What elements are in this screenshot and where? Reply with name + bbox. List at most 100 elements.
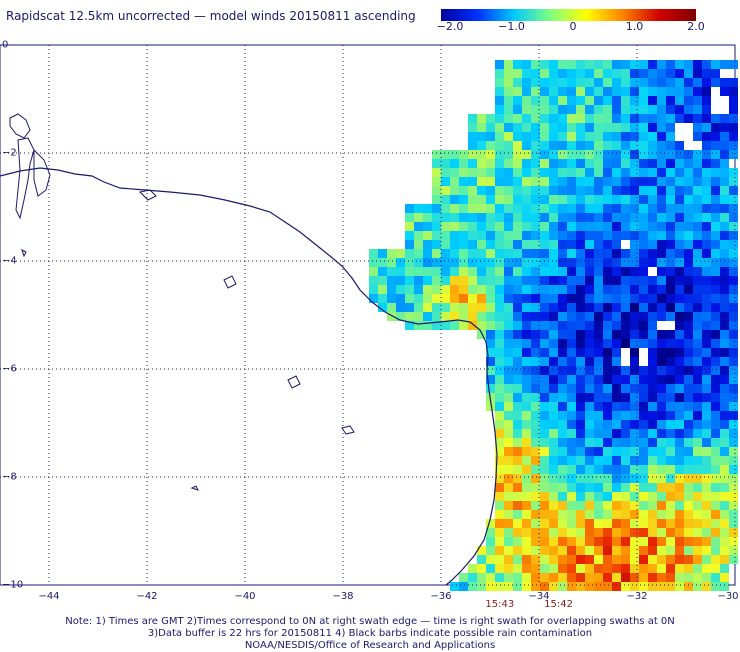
- wind-cell: [540, 447, 549, 456]
- wind-cell: [585, 411, 594, 420]
- wind-cell: [513, 555, 522, 564]
- wind-cell: [567, 258, 576, 267]
- wind-cell: [549, 537, 558, 546]
- wind-cell: [513, 303, 522, 312]
- wind-cell: [594, 240, 603, 249]
- wind-cell: [657, 240, 666, 249]
- wind-cell: [621, 150, 630, 159]
- wind-cell: [630, 303, 639, 312]
- wind-cell: [621, 393, 630, 402]
- wind-cell: [549, 393, 558, 402]
- wind-cell: [567, 384, 576, 393]
- wind-cell: [513, 195, 522, 204]
- x-tick-label: −32: [626, 591, 648, 602]
- wind-cell: [693, 267, 702, 276]
- wind-cell: [603, 519, 612, 528]
- wind-cell: [639, 501, 648, 510]
- wind-cell: [648, 321, 657, 330]
- wind-cell: [576, 366, 585, 375]
- wind-cell: [549, 429, 558, 438]
- wind-cell: [657, 528, 666, 537]
- wind-cell: [558, 240, 567, 249]
- wind-cell: [486, 330, 495, 339]
- wind-cell: [558, 141, 567, 150]
- wind-cell: [639, 303, 648, 312]
- wind-cell: [594, 132, 603, 141]
- wind-cell: [486, 123, 495, 132]
- wind-cell: [720, 348, 729, 357]
- wind-cell: [540, 204, 549, 213]
- wind-cell: [585, 420, 594, 429]
- wind-cell: [621, 573, 630, 582]
- wind-cell: [567, 231, 576, 240]
- wind-cell: [513, 321, 522, 330]
- wind-cell: [549, 294, 558, 303]
- wind-cell: [693, 402, 702, 411]
- wind-cell: [576, 204, 585, 213]
- wind-cell: [450, 231, 459, 240]
- wind-cell: [639, 141, 648, 150]
- wind-cell: [630, 249, 639, 258]
- wind-cell: [567, 465, 576, 474]
- wind-cell: [477, 546, 486, 555]
- wind-cell: [414, 222, 423, 231]
- wind-cell: [531, 96, 540, 105]
- wind-cell: [486, 582, 495, 591]
- wind-cell: [675, 420, 684, 429]
- wind-cell: [684, 303, 693, 312]
- wind-cell: [675, 501, 684, 510]
- wind-cell: [702, 123, 711, 132]
- wind-cell: [702, 537, 711, 546]
- wind-cell: [558, 177, 567, 186]
- wind-cell: [675, 366, 684, 375]
- wind-cell: [567, 357, 576, 366]
- wind-cell: [621, 447, 630, 456]
- wind-cell: [720, 357, 729, 366]
- wind-cell: [693, 357, 702, 366]
- wind-cell: [603, 429, 612, 438]
- wind-cell: [576, 348, 585, 357]
- wind-cell: [621, 276, 630, 285]
- wind-cell: [576, 87, 585, 96]
- wind-cell: [612, 240, 621, 249]
- wind-cell: [378, 294, 387, 303]
- wind-cell: [423, 321, 432, 330]
- wind-cell: [675, 492, 684, 501]
- wind-cell: [729, 384, 738, 393]
- wind-cell: [702, 285, 711, 294]
- wind-cell: [513, 168, 522, 177]
- wind-cell: [558, 195, 567, 204]
- wind-cell: [477, 204, 486, 213]
- wind-cell: [729, 537, 738, 546]
- wind-cell: [585, 348, 594, 357]
- wind-cell: [558, 204, 567, 213]
- wind-cell: [729, 501, 738, 510]
- wind-cell: [720, 573, 729, 582]
- wind-cell: [711, 492, 720, 501]
- graticule: [0, 44, 736, 586]
- wind-cell: [711, 411, 720, 420]
- wind-cell: [477, 240, 486, 249]
- x-tick-label: −34: [528, 591, 550, 602]
- wind-cell: [540, 411, 549, 420]
- wind-cell: [414, 294, 423, 303]
- wind-cell: [693, 87, 702, 96]
- wind-cell: [522, 276, 531, 285]
- wind-cell: [522, 285, 531, 294]
- wind-cell: [702, 105, 711, 114]
- wind-cell: [531, 87, 540, 96]
- wind-cell: [468, 303, 477, 312]
- wind-cell: [729, 231, 738, 240]
- wind-cell: [639, 195, 648, 204]
- wind-cell: [540, 312, 549, 321]
- wind-cell: [729, 420, 738, 429]
- wind-cell: [576, 519, 585, 528]
- wind-cell: [549, 105, 558, 114]
- wind-cell: [630, 447, 639, 456]
- wind-cell: [657, 510, 666, 519]
- wind-cell: [522, 60, 531, 69]
- wind-cell: [531, 249, 540, 258]
- wind-cell: [459, 213, 468, 222]
- wind-cell: [459, 222, 468, 231]
- wind-cell: [441, 258, 450, 267]
